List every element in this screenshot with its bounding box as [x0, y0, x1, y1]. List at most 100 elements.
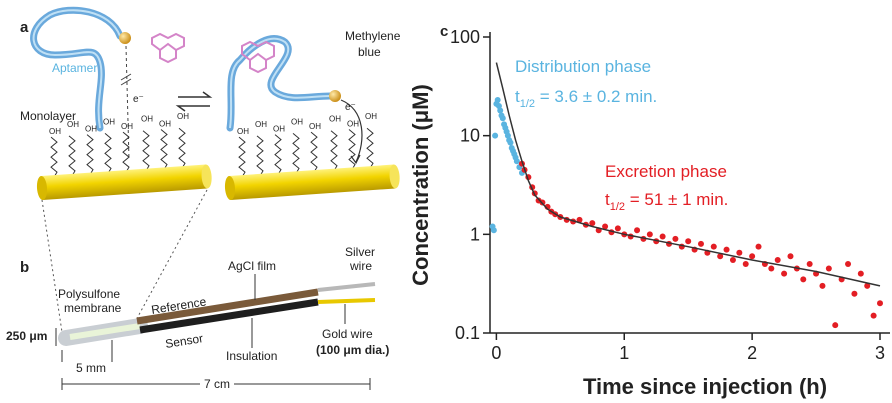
data-point — [499, 115, 506, 122]
gold-wire-label: Gold wire — [322, 327, 373, 341]
data-point — [825, 265, 832, 272]
alkyl-chain — [122, 131, 130, 173]
length-label: 7 cm — [204, 377, 230, 391]
data-point — [851, 290, 858, 297]
y-tick-label: 10 — [460, 126, 480, 146]
data-point — [768, 265, 775, 272]
data-point — [697, 240, 704, 247]
agcl-label: AgCl film — [228, 259, 276, 273]
aptamer-highlight — [229, 37, 331, 129]
data-point — [864, 282, 871, 289]
data-point — [845, 261, 852, 268]
hydroxyl-label: OH — [273, 125, 285, 134]
data-point — [513, 158, 520, 165]
reference-electrode — [136, 288, 319, 325]
electron-label: e⁻ — [133, 94, 144, 105]
zoom-line — [41, 199, 63, 333]
electrode-end — [36, 176, 48, 200]
data-point — [602, 223, 609, 230]
target-molecule — [241, 40, 275, 74]
monolayer-label: Monolayer — [20, 109, 76, 123]
hydroxyl-label: OH — [237, 127, 249, 136]
alkyl-chain — [366, 127, 374, 169]
electron-transfer-arrow — [340, 99, 363, 165]
tip-length-label: 5 mm — [76, 361, 106, 375]
data-point — [494, 96, 501, 103]
data-point — [492, 132, 499, 139]
reverse-arrow — [175, 105, 210, 112]
alkyl-chain — [256, 135, 264, 177]
zoom-line — [134, 189, 208, 323]
hydroxyl-label: OH — [159, 119, 171, 128]
half-life-symbol: t — [515, 87, 520, 106]
alkyl-chain — [86, 134, 94, 175]
data-point — [877, 300, 883, 307]
data-point — [717, 253, 724, 260]
data-point — [589, 220, 596, 227]
panel-b: b AgCl film Silver wire Polysulfone memb… — [6, 245, 389, 392]
hydroxyl-label: OH — [255, 120, 267, 129]
gold-wire-label: (100 μm dia.) — [316, 343, 389, 357]
x-tick-label: 0 — [491, 343, 501, 363]
electron-path — [125, 45, 130, 161]
data-point — [504, 132, 511, 139]
electrode-end — [389, 164, 400, 189]
silver-wire-label: Silver — [345, 245, 375, 259]
data-point — [634, 227, 641, 234]
alkyl-chain — [50, 136, 58, 178]
alkyl-chain — [160, 129, 168, 170]
membrane-label: Polysulfone — [58, 287, 120, 301]
x-tick-label: 3 — [875, 343, 885, 363]
forward-arrow — [178, 91, 213, 98]
half-life-value: = 51 ± 1 min. — [625, 190, 728, 209]
data-point — [614, 225, 621, 232]
alkyl-chain — [348, 129, 356, 170]
aptamer-strand — [226, 35, 334, 132]
alkyl-chain — [238, 136, 246, 178]
half-life-subscript: 1/2 — [520, 98, 535, 110]
data-point — [819, 282, 826, 289]
membrane-label: membrane — [64, 301, 122, 315]
half-life-symbol: t — [605, 190, 610, 209]
data-point — [672, 235, 679, 242]
hydroxyl-label: OH — [291, 117, 303, 126]
label-background — [200, 376, 234, 392]
data-point — [576, 216, 583, 223]
data-point — [685, 238, 692, 245]
y-tick-label: 100 — [450, 27, 480, 47]
alkyl-chain — [310, 131, 318, 173]
data-point — [729, 256, 736, 263]
data-point — [646, 231, 653, 238]
hydroxyl-label: OH — [329, 115, 341, 124]
panel-label: b — [20, 259, 29, 276]
panel-a: a Aptamer Monolayer e⁻ Methylene blue e⁻… — [20, 6, 401, 333]
hydroxyl-label: OH — [309, 122, 321, 131]
hydroxyl-label: OH — [347, 119, 359, 128]
data-point — [832, 322, 839, 329]
gold-wire — [317, 298, 376, 304]
data-point — [490, 227, 497, 234]
hydroxyl-label: OH — [177, 112, 189, 121]
target-molecule — [151, 32, 185, 64]
x-tick-label: 2 — [747, 343, 757, 363]
alkyl-chain — [142, 130, 150, 171]
data-point — [749, 253, 756, 260]
half-life-value: = 3.6 ± 0.2 min. — [535, 87, 657, 106]
hydroxyl-label: OH — [103, 117, 115, 126]
data-point — [497, 107, 504, 114]
methylene-blue-label: blue — [358, 45, 381, 59]
silver-wire — [317, 282, 376, 292]
panel-label: c — [440, 23, 448, 40]
blocked-mark — [120, 73, 132, 86]
data-point — [723, 246, 730, 253]
data-point — [659, 233, 666, 240]
data-point — [870, 312, 877, 319]
phase-label: Excretion phase — [605, 162, 727, 181]
data-point — [781, 270, 788, 277]
data-point — [774, 256, 781, 263]
aptamer-label: Aptamer — [52, 61, 97, 75]
hydroxyl-label: OH — [49, 127, 61, 136]
y-tick-label: 0.1 — [455, 323, 480, 343]
fit-line — [495, 62, 881, 287]
